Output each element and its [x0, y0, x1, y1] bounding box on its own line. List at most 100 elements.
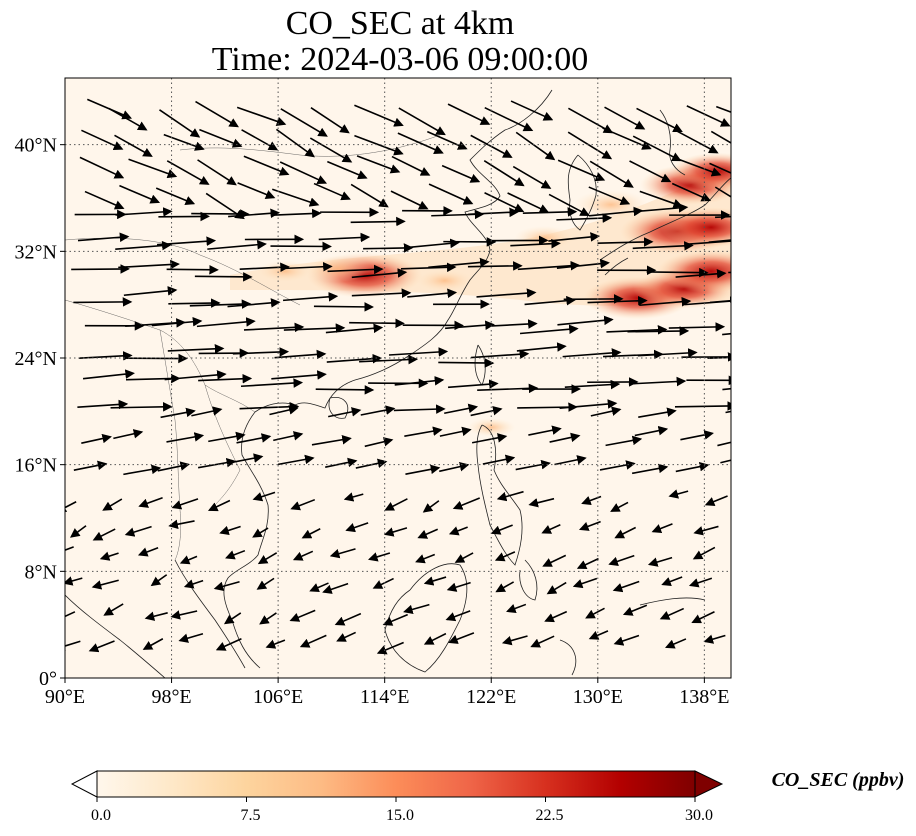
wind-arrow: [81, 129, 124, 150]
wind-arrow: [549, 432, 581, 443]
wind-arrow: [197, 457, 237, 469]
wind-vectors: [65, 98, 731, 655]
wind-arrow: [191, 209, 250, 219]
wind-arrow: [548, 232, 601, 242]
wind-arrow: [77, 399, 129, 410]
wind-arrow: [163, 133, 205, 151]
wind-arrow: [398, 107, 446, 136]
wind-arrow: [673, 156, 722, 177]
wind-arrow: [604, 106, 646, 130]
wind-arrow: [110, 402, 173, 412]
wind-arrow: [691, 611, 715, 624]
wind-arrow: [510, 238, 561, 249]
wind-arrow: [428, 183, 474, 205]
wind-arrow: [668, 489, 689, 499]
wind-arrow: [541, 523, 561, 534]
wind-arrow: [506, 603, 527, 613]
wind-arrow: [501, 635, 528, 646]
wind-arrow: [606, 324, 668, 335]
wind-arrow: [151, 316, 203, 327]
wind-arrow: [404, 426, 443, 437]
wind-arrow: [327, 160, 368, 180]
wind-arrow: [382, 613, 408, 626]
wind-arrow: [391, 155, 431, 176]
wind-arrow: [197, 159, 237, 186]
wind-arrow: [77, 232, 130, 243]
wind-arrow: [213, 581, 240, 591]
wind-arrow: [124, 525, 152, 537]
wind-arrow: [179, 555, 198, 565]
colorbar-extend-max: [694, 770, 724, 798]
wind-arrow: [614, 526, 637, 539]
wind-arrow: [256, 577, 275, 590]
wind-arrow: [675, 269, 727, 279]
wind-arrow: [360, 405, 396, 416]
wind-arrow: [275, 128, 315, 158]
wind-arrow: [280, 108, 328, 137]
wind-arrow: [301, 528, 321, 539]
wind-arrow: [639, 296, 692, 307]
wind-arrow: [516, 342, 567, 352]
wind-arrow: [546, 581, 567, 595]
map-panel: 90°E 98°E 106°E 114°E 122°E 130°E 138°E 0° 8°N 1…: [15, 77, 732, 708]
wind-arrow: [632, 241, 694, 251]
wind-arrow: [196, 317, 256, 328]
wind-arrow: [252, 491, 276, 502]
title-line-1: CO_SEC at 4km: [285, 5, 515, 42]
co-plume: [415, 269, 474, 293]
wind-arrow: [336, 631, 356, 642]
wind-arrow: [195, 100, 239, 128]
title-line-2: Time: 2024-03-06 09:00:00: [211, 41, 589, 78]
wind-arrow: [512, 165, 552, 189]
wind-arrow: [588, 206, 644, 217]
wind-arrow: [166, 160, 210, 185]
wind-arrow: [468, 207, 520, 218]
wind-arrow: [426, 130, 468, 150]
wind-arrow: [703, 634, 726, 644]
wind-arrow: [150, 574, 168, 587]
wind-arrow: [647, 556, 673, 567]
wind-arrow: [84, 190, 125, 210]
wind-arrow: [156, 236, 217, 247]
wind-arrow: [688, 577, 713, 588]
wind-arrow: [73, 460, 108, 471]
wind-arrow: [289, 609, 316, 622]
wind-arrow: [631, 463, 669, 475]
wind-arrow: [227, 298, 281, 308]
lon-tick-label: 98°E: [151, 686, 191, 708]
colorbar-tick-label: 22.5: [536, 807, 564, 824]
wind-arrow: [114, 134, 153, 157]
wind-arrow: [530, 635, 555, 648]
wind-arrow: [632, 203, 689, 213]
lon-tick-label: 114°E: [360, 686, 409, 708]
wind-arrow: [168, 298, 221, 308]
wind-arrow: [81, 433, 112, 444]
wind-arrow: [315, 385, 375, 395]
wind-arrow: [448, 526, 468, 536]
wind-arrow: [292, 550, 314, 561]
wind-arrow: [232, 347, 290, 357]
wind-arrow: [359, 354, 418, 365]
wind-arrow: [166, 432, 205, 443]
wind-arrow: [325, 323, 384, 334]
co-plume: [513, 225, 576, 251]
wind-arrow: [483, 159, 525, 187]
wind-arrow: [160, 407, 196, 419]
latitude-ticks: 0° 8°N 16°N 24°N 32°N 40°N: [15, 135, 65, 690]
wind-arrow: [567, 131, 613, 160]
wind-arrow: [269, 405, 299, 416]
wind-arrow: [588, 630, 609, 640]
longitude-ticks: 90°E 98°E 106°E 114°E 122°E 130°E 138°E: [45, 678, 729, 708]
wind-arrow: [629, 160, 672, 183]
wind-arrow: [388, 347, 449, 357]
wind-arrow: [128, 158, 178, 179]
coastlines: [65, 89, 731, 678]
wind-arrow: [170, 610, 198, 620]
wind-arrow: [364, 437, 394, 448]
wind-arrow: [309, 582, 329, 592]
wind-arrow: [326, 353, 383, 364]
lon-tick-label: 106°E: [253, 686, 303, 708]
wind-arrow: [376, 641, 404, 655]
wind-arrow: [639, 190, 684, 209]
